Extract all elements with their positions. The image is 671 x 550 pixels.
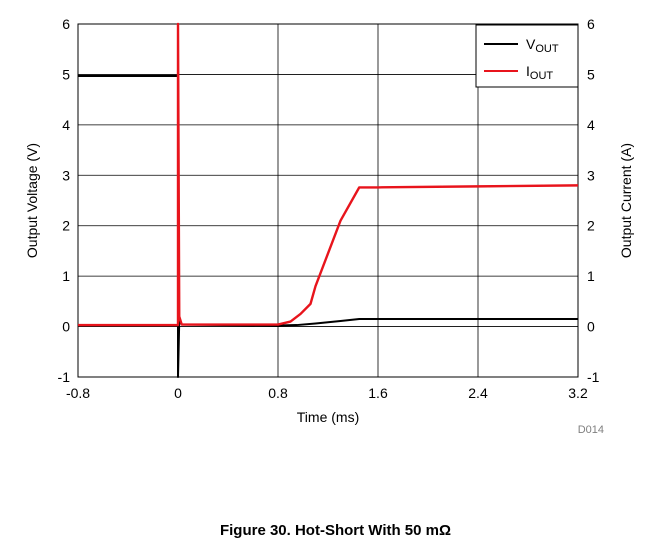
figure-caption: Figure 30. Hot-Short With 50 mΩ [219,522,452,539]
y2-tick-label: 3 [587,167,595,183]
y-tick-label: 5 [62,66,70,82]
y2-axis-title: Output Current (A) [618,143,634,258]
x-tick-label: -0.8 [66,385,90,401]
x-tick-label: 0 [174,385,182,401]
legend-box [475,24,579,88]
y-tick-label: -1 [58,369,71,385]
y-tick-label: 6 [62,16,70,32]
y2-tick-label: 0 [587,319,595,335]
y2-tick-label: 5 [587,66,595,82]
legend-label-iout: IOUT [526,63,553,82]
series-line-iout [78,22,579,327]
x-tick-label: 2.4 [468,385,488,401]
y-tick-label: 1 [62,268,70,284]
x-tick-label: 3.2 [568,385,588,401]
x-tick-label: 0.8 [268,385,288,401]
figure-id: D014 [578,424,604,436]
y2-tick-label: 4 [587,117,595,133]
y-axis-title: Output Voltage (V) [24,143,40,258]
x-tick-label: 1.6 [368,385,388,401]
y2-tick-label: 2 [587,218,595,234]
legend-label-main: V [526,36,536,52]
x-axis-title: Time (ms) [297,409,359,425]
plot-border [77,23,579,378]
series-layer [78,22,579,378]
y2-tick-label: 1 [587,268,595,284]
y2-tick-label: -1 [587,369,600,385]
y2-tick-label: 6 [587,16,595,32]
legend-label-vout: VOUT [526,36,559,55]
y-tick-label: 3 [62,167,70,183]
axes-layer: -0.8 0 0.8 1.6 2.4 3.2-10123456-10123456Time … [24,16,634,425]
y-tick-label: 2 [62,218,70,234]
y-tick-label: 0 [62,319,70,335]
legend-label-subscript: OUT [530,70,554,82]
y-tick-label: 4 [62,117,70,133]
legend-label-subscript: OUT [535,43,559,55]
legend-label-main: I [526,63,530,79]
